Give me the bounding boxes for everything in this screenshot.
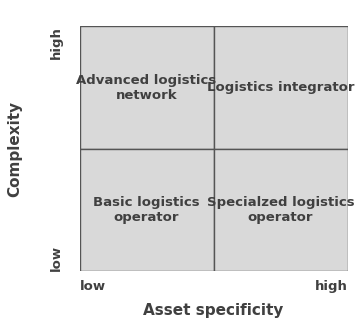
Bar — [214, 26, 348, 149]
Bar — [214, 149, 348, 271]
Text: Specialzed logistics
operator: Specialzed logistics operator — [207, 196, 354, 224]
Text: Advanced logistics
network: Advanced logistics network — [76, 74, 217, 102]
Text: low: low — [80, 280, 106, 293]
Bar — [80, 149, 214, 271]
Text: high: high — [50, 26, 63, 59]
Text: Complexity: Complexity — [7, 101, 22, 197]
Text: Logistics integrator: Logistics integrator — [207, 81, 354, 94]
Text: low: low — [50, 245, 63, 271]
Text: Basic logistics
operator: Basic logistics operator — [93, 196, 200, 224]
Bar — [80, 26, 214, 149]
Text: high: high — [315, 280, 348, 293]
Text: Asset specificity: Asset specificity — [143, 303, 284, 318]
